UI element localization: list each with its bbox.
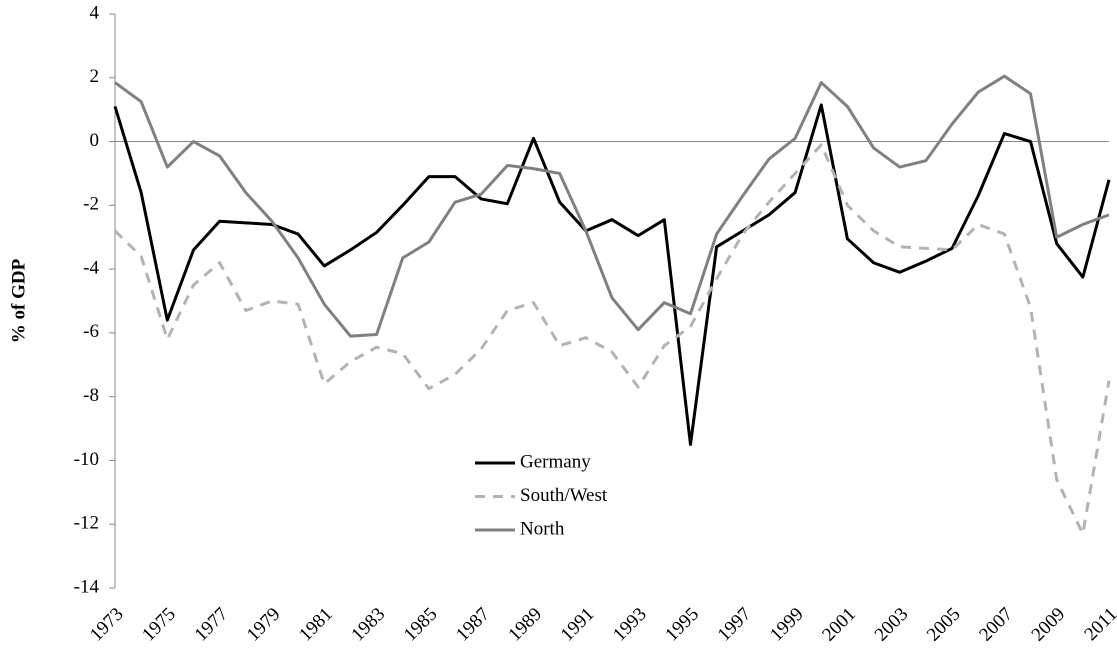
x-tick-label: 2011: [1080, 604, 1117, 645]
x-tick-label: 1983: [347, 604, 389, 646]
y-tick-label: -8: [83, 385, 99, 406]
x-tick-label: 1991: [557, 604, 599, 646]
x-tick-label: 1985: [400, 604, 442, 646]
line-series: [113, 103, 1111, 446]
line-series: [114, 74, 1110, 338]
x-tick-label: 1989: [504, 604, 546, 646]
legend-label: North: [520, 518, 565, 539]
y-tick-label: 0: [90, 130, 100, 151]
legend-label: Germany: [520, 451, 591, 472]
x-tick-label: 2005: [923, 604, 965, 646]
x-tick-label: 2007: [975, 604, 1017, 646]
x-tick-label: 2009: [1028, 604, 1070, 646]
y-axis-label: % of GDP: [8, 258, 29, 343]
x-tick-label: 1993: [609, 604, 651, 646]
x-tick-label: 1979: [243, 604, 285, 646]
y-tick-label: -6: [83, 321, 99, 342]
x-tick-label: 2003: [871, 604, 913, 646]
x-tick-label: 1995: [661, 604, 703, 646]
y-tick-label: 4: [90, 2, 100, 23]
x-tick-label: 1981: [295, 604, 337, 646]
legend-label: South/West: [520, 485, 608, 506]
x-tick-label: 1999: [766, 604, 808, 646]
x-tick-label: 1987: [452, 604, 494, 646]
y-tick-label: -2: [83, 194, 99, 215]
y-tick-label: -10: [74, 449, 99, 470]
x-tick-label: 1973: [86, 604, 128, 646]
x-tick-label: 1977: [191, 604, 233, 646]
y-tick-label: -4: [83, 257, 99, 278]
x-tick-label: 2001: [818, 604, 860, 646]
x-tick-label: 1997: [714, 604, 756, 646]
y-tick-label: 2: [90, 66, 100, 87]
line-series: [113, 143, 1111, 536]
y-tick-label: -12: [74, 513, 99, 534]
y-tick-label: -14: [74, 576, 100, 597]
x-tick-label: 1975: [138, 604, 180, 646]
